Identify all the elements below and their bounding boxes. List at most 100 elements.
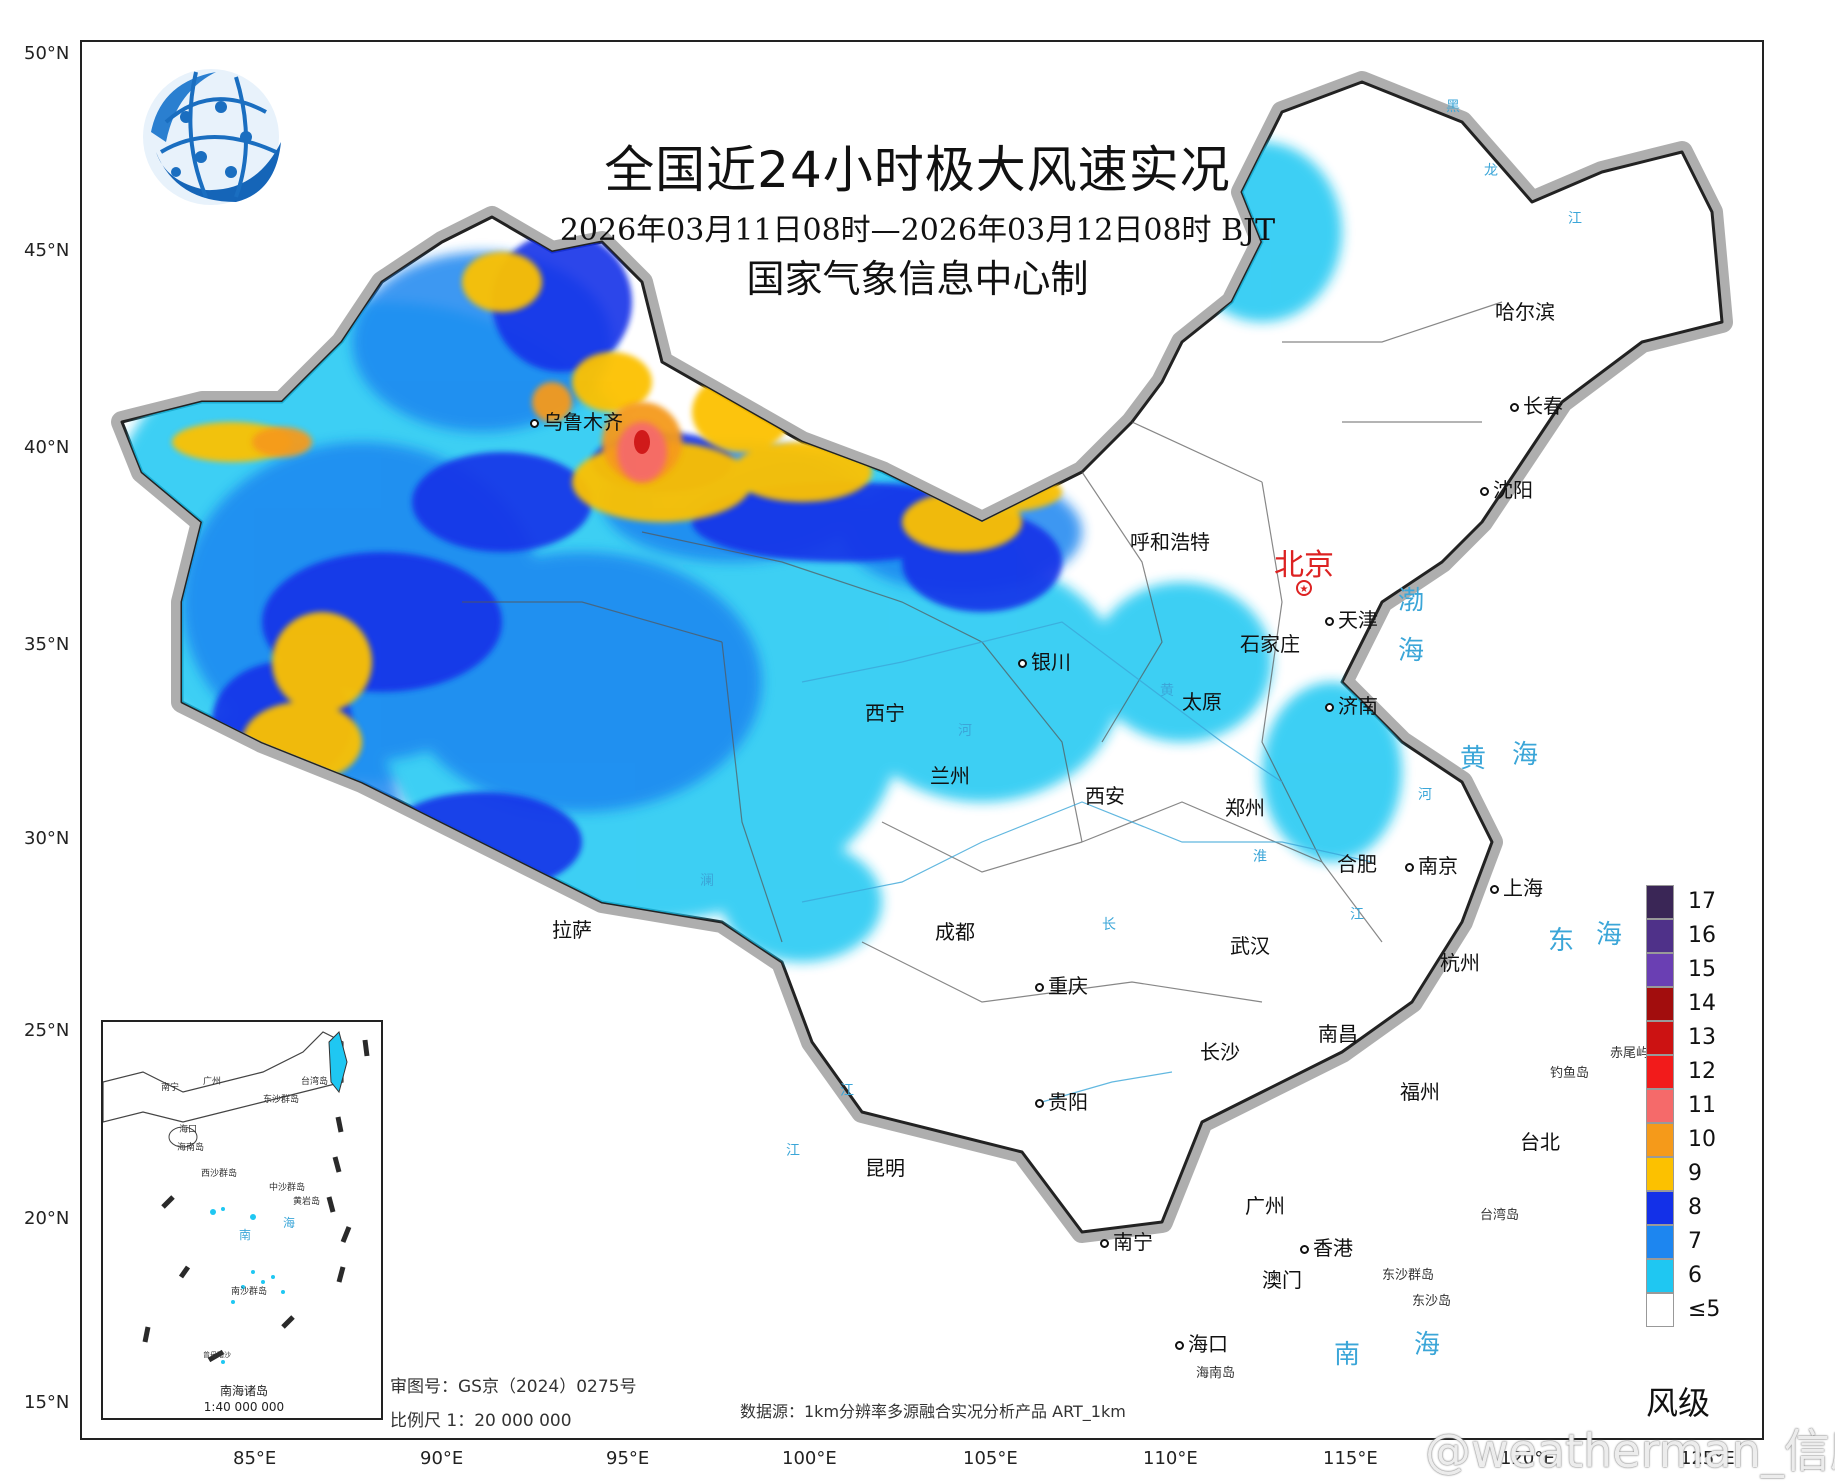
legend-swatch: [1646, 1055, 1674, 1089]
river-heilong: 江: [1568, 211, 1582, 227]
sea-bohai: 海: [1398, 636, 1425, 666]
city-label: 澳门: [1262, 1268, 1302, 1292]
city-harbin: 哈尔滨: [1495, 296, 1555, 325]
city-dot-icon: [1175, 1341, 1184, 1350]
city-dot-icon: [1018, 659, 1027, 668]
city-label: 昆明: [865, 1156, 905, 1180]
legend-swatch: [1646, 919, 1674, 953]
city-label: 哈尔滨: [1495, 300, 1555, 324]
city-label: 天津: [1338, 608, 1378, 632]
lon-label: 90°E: [420, 1448, 464, 1469]
city-label: 兰州: [930, 764, 970, 788]
lon-label: 110°E: [1143, 1448, 1198, 1469]
legend-level-label: 9: [1688, 1161, 1702, 1186]
city-dot-icon: [1035, 983, 1044, 992]
inset-label: 中沙群岛: [269, 1183, 306, 1193]
legend-level-label: 7: [1688, 1229, 1702, 1254]
city-lanzhou: 兰州: [930, 760, 970, 789]
city-hefei: 合肥: [1337, 848, 1377, 877]
lon-label: 125°E: [1680, 1448, 1735, 1469]
inset-label: 东沙群岛: [263, 1095, 300, 1105]
island-chiwei: 赤尾屿: [1610, 1046, 1650, 1061]
river-jiang: 江: [840, 1083, 854, 1099]
city-label: 石家庄: [1240, 632, 1300, 656]
legend-swatch: [1646, 1191, 1674, 1225]
map-title: 全国近24小时极大风速实况: [604, 141, 1231, 199]
legend-swatch: [1646, 1157, 1674, 1191]
sea-huanghai: 海: [1512, 740, 1539, 770]
sea-huanghai: 黄: [1460, 744, 1487, 774]
legend-level-label: 10: [1688, 1127, 1716, 1152]
cma-logo: [136, 62, 286, 212]
city-yinchuan: 银川: [1018, 646, 1071, 675]
legend-level-label: 15: [1688, 957, 1716, 982]
city-dot-icon: [1325, 703, 1334, 712]
lat-label: 40°N: [24, 437, 70, 458]
city-dot-icon: [1325, 617, 1334, 626]
city-label: 郑州: [1225, 796, 1265, 820]
city-label: 济南: [1338, 694, 1378, 718]
city-label: 太原: [1182, 690, 1222, 714]
city-dot-icon: [1490, 885, 1499, 894]
legend-level-label: ≤5: [1688, 1297, 1721, 1322]
island-hainan: 海南岛: [1196, 1366, 1236, 1381]
city-label: 海口: [1188, 1332, 1228, 1356]
city-xian: 西安: [1085, 780, 1125, 809]
river-nu: 江: [786, 1143, 800, 1159]
data-source: 数据源：1km分辨率多源融合实况分析产品 ART_1km: [740, 1402, 1126, 1421]
city-hangzhou: 杭州: [1440, 947, 1480, 976]
legend-level-label: 11: [1688, 1093, 1716, 1118]
city-shanghai: 上海: [1490, 872, 1543, 901]
river-he: 河: [1418, 787, 1432, 803]
city-label: 南京: [1418, 854, 1458, 878]
legend-level-label: 16: [1688, 923, 1716, 948]
time-range: 2026年03月11日08时—2026年03月12日08时 BJT: [559, 213, 1276, 248]
city-tianjin: 天津: [1325, 604, 1378, 633]
inset-label: 西沙群岛: [201, 1169, 238, 1179]
city-dot-icon: [1480, 487, 1489, 496]
city-nanchang: 南昌: [1318, 1018, 1358, 1047]
city-dot-icon: [1035, 1099, 1044, 1108]
legend-swatch: [1646, 1021, 1674, 1055]
map-frame: [80, 40, 1764, 1440]
city-changchun: 长春: [1510, 390, 1563, 419]
city-dot-icon: [1300, 1245, 1309, 1254]
river-huang: 黄: [1160, 683, 1174, 699]
scale-text: 比例尺 1：20 000 000: [390, 1411, 572, 1431]
city-shijiazhuang: 石家庄: [1240, 628, 1300, 657]
legend-level-label: 6: [1688, 1263, 1702, 1288]
inset-label: 南: [239, 1228, 252, 1242]
city-label: 合肥: [1337, 852, 1377, 876]
inset-label: 黄岩岛: [293, 1197, 321, 1207]
city-fuzhou: 福州: [1400, 1076, 1440, 1105]
sea-donghai: 东: [1548, 926, 1575, 956]
city-label: 香港: [1313, 1236, 1353, 1260]
inset-label: 南沙群岛: [231, 1287, 268, 1297]
river-huai: 淮: [1253, 849, 1267, 865]
island-taiwan: 台湾岛: [1480, 1208, 1520, 1223]
inset-title: 南海诸岛: [219, 1384, 268, 1398]
wind-legend: [1646, 885, 1676, 1327]
city-hohhot: 呼和浩特: [1130, 526, 1210, 555]
inset-label: 广州: [203, 1077, 222, 1087]
inset-label: 台湾岛: [301, 1077, 329, 1087]
island-diaoyu: 钓鱼岛: [1550, 1066, 1590, 1081]
city-label: 福州: [1400, 1080, 1440, 1104]
lon-label: 95°E: [606, 1448, 650, 1469]
city-label: 呼和浩特: [1130, 530, 1210, 554]
river-chang: 长: [1102, 917, 1116, 933]
city-chongqing: 重庆: [1035, 970, 1088, 999]
inset-label: 海南岛: [177, 1143, 205, 1153]
wind-field: [122, 142, 1402, 962]
city-label: 拉萨: [552, 918, 592, 942]
legend-swatch: [1646, 1123, 1674, 1157]
city-hongkong: 香港: [1300, 1232, 1353, 1261]
city-lhasa: 拉萨: [552, 914, 592, 943]
city-label: 长沙: [1200, 1040, 1240, 1064]
city-nanning: 南宁: [1100, 1226, 1153, 1255]
river-chang: 江: [1350, 907, 1364, 923]
city-dot-icon: [530, 419, 539, 428]
south-china-sea-inset: 南宁 广州 台湾岛 东沙群岛 海口 海南岛 西沙群岛 中沙群岛 黄岩岛 南 海 …: [101, 1020, 383, 1420]
city-label: 西宁: [865, 701, 905, 725]
city-label: 长春: [1523, 394, 1563, 418]
